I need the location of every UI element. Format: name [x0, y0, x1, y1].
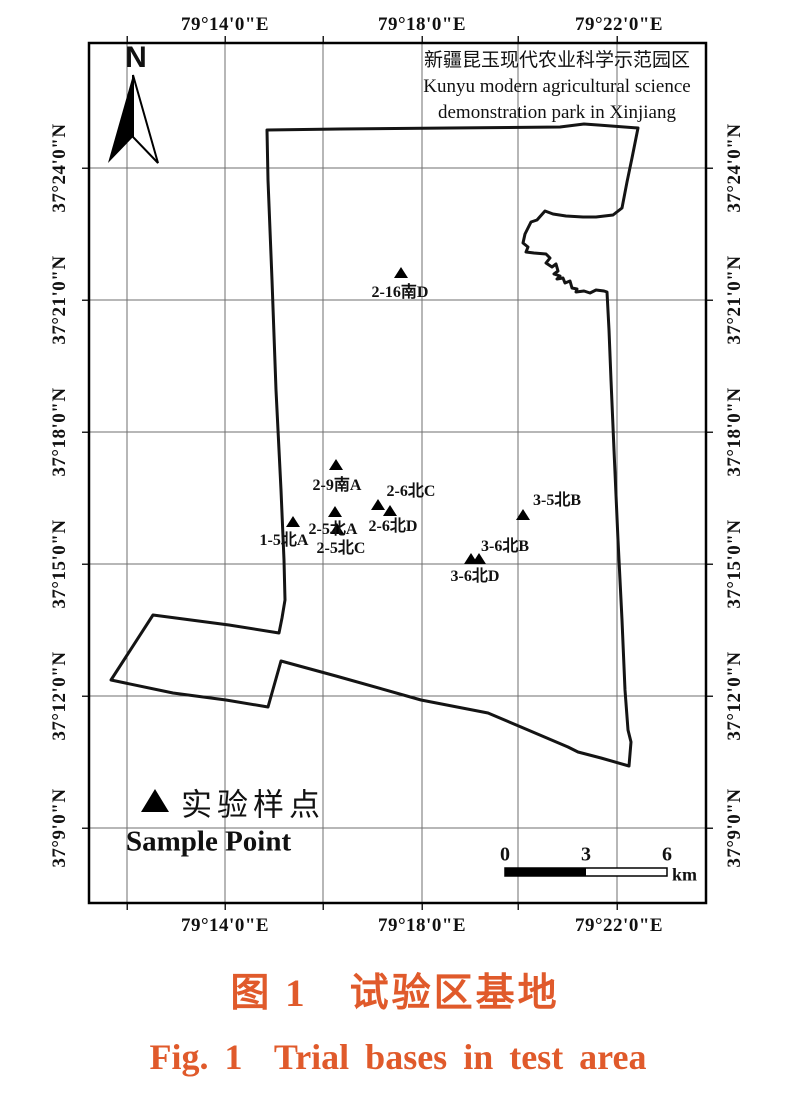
sample-point-label: 2-6北D: [368, 518, 418, 535]
axis-label-latitude-left: 37°12'0"N: [49, 651, 70, 741]
sample-point-label: 1-5北A: [259, 532, 309, 549]
north-arrow-left: [108, 75, 133, 163]
axis-label-longitude-top: 79°22'0"E: [574, 14, 664, 35]
sample-point-marker: [383, 505, 397, 516]
sample-point-marker: [286, 516, 300, 527]
sample-point-label: 3-5北B: [532, 492, 582, 509]
map-title-zh: 新疆昆玉现代农业科学示范园区: [423, 50, 690, 71]
sample-point-label: 2-16南D: [371, 284, 429, 301]
legend-sample-icon: [141, 789, 169, 812]
sample-point-label: 3-6北D: [450, 568, 500, 585]
sample-point-label: 2-5北A: [308, 521, 358, 538]
map-title-en-1: Kunyu modern agricultural science: [423, 76, 691, 97]
sample-point-marker: [472, 553, 486, 564]
axis-label-latitude-right: 37°18'0"N: [724, 387, 745, 477]
axis-label-latitude-left: 37°9'0"N: [49, 788, 70, 868]
sample-point-marker: [394, 267, 408, 278]
axis-label-latitude-left: 37°15'0"N: [49, 519, 70, 609]
axis-label-latitude-left: 37°24'0"N: [49, 123, 70, 213]
scalebar-number: 0: [500, 843, 510, 866]
map-title: 新疆昆玉现代农业科学示范园区 Kunyu modern agricultural…: [401, 48, 713, 126]
sample-point-marker: [371, 499, 385, 510]
scalebar-filled-half: [505, 868, 586, 876]
axis-label-latitude-right: 37°9'0"N: [724, 788, 745, 868]
sample-point-marker: [330, 523, 344, 534]
sample-point-marker: [329, 459, 343, 470]
north-arrow-label: N: [125, 41, 147, 74]
sample-point-label: 3-6北B: [480, 538, 530, 555]
axis-label-latitude-right: 37°15'0"N: [724, 519, 745, 609]
axis-label-longitude-bottom: 79°18'0"E: [377, 915, 467, 936]
legend-label-en: Sample Point: [126, 825, 292, 858]
axis-label-longitude-top: 79°14'0"E: [180, 14, 270, 35]
figure-caption-zh: 图 1 试验区基地: [230, 972, 560, 1015]
axis-label-latitude-right: 37°12'0"N: [724, 651, 745, 741]
sample-point-label: 2-5北C: [316, 540, 366, 557]
axis-label-longitude-bottom: 79°22'0"E: [574, 915, 664, 936]
figure-caption-en: Fig. 1 Trial bases in test area: [149, 1037, 647, 1077]
scalebar-unit: km: [672, 864, 698, 885]
axis-label-longitude-bottom: 79°14'0"E: [180, 915, 270, 936]
axis-label-latitude-right: 37°24'0"N: [724, 123, 745, 213]
axis-label-latitude-left: 37°21'0"N: [49, 255, 70, 345]
sample-point-marker: [516, 509, 530, 520]
scalebar-number: 6: [662, 843, 672, 866]
map-frame: [87, 41, 708, 905]
scalebar-number: 3: [581, 843, 591, 866]
map-title-en-2: demonstration park in Xinjiang: [438, 102, 676, 123]
sample-point-label: 2-9南A: [312, 477, 362, 494]
axis-label-latitude-left: 37°18'0"N: [49, 387, 70, 477]
axis-label-latitude-right: 37°21'0"N: [724, 255, 745, 345]
axis-label-longitude-top: 79°18'0"E: [377, 14, 467, 35]
legend-label-zh: 实验样点: [181, 787, 325, 823]
north-arrow-right: [132, 74, 159, 164]
sample-point-marker: [328, 506, 342, 517]
park-boundary: [109, 122, 640, 768]
sample-point-label: 2-6北C: [386, 483, 436, 500]
